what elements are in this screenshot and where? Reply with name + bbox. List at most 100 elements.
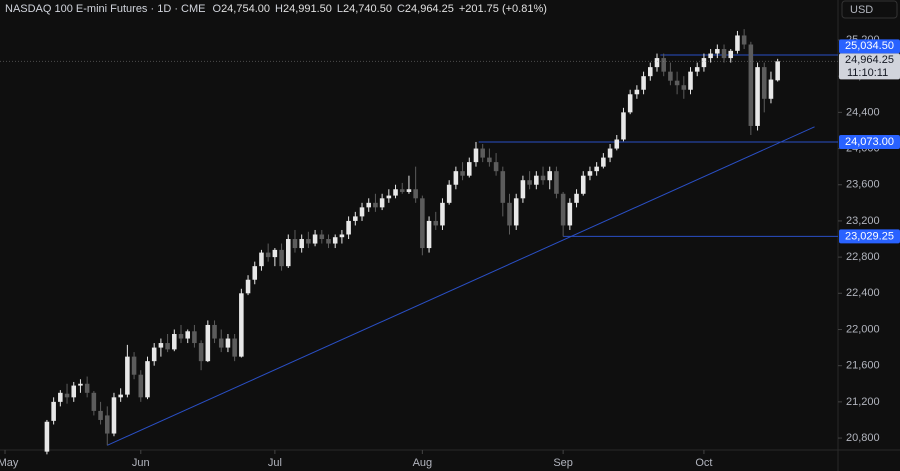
candle-body [527, 180, 532, 185]
candle-body [480, 148, 485, 158]
candle-body [433, 220, 439, 226]
candle-body [708, 53, 713, 59]
candle-body [728, 50, 734, 59]
candle-body [446, 184, 452, 203]
candle-body [453, 171, 459, 185]
candle-body [332, 237, 338, 244]
candle-body [265, 252, 271, 258]
candle-body [292, 239, 298, 249]
candle-body [239, 293, 244, 357]
candle-body [554, 171, 559, 194]
candle-body [587, 171, 593, 176]
candle-body [420, 198, 425, 249]
candle-body [64, 393, 70, 398]
candle-body [326, 239, 331, 244]
candle-body [574, 193, 579, 203]
x-tick-label: Jul [268, 457, 282, 469]
header-title: NASDAQ 100 E-mini Futures · 1D · CME O24,… [5, 3, 547, 15]
x-tick-label: May [0, 457, 19, 469]
x-tick-label: Jun [132, 457, 150, 469]
y-tick-label: 24,400 [846, 106, 880, 118]
candle-body [44, 421, 50, 452]
candle-body [500, 171, 506, 203]
candle-body [205, 324, 211, 362]
candle-body [299, 239, 304, 249]
hline-label-box [839, 134, 900, 149]
ohlc-value: 24,740.50 [343, 3, 392, 15]
candle-body [225, 338, 231, 348]
candle-body [91, 392, 97, 411]
candle-body [285, 239, 291, 267]
y-tick-label: 23,600 [846, 179, 880, 191]
candle-body [346, 220, 351, 235]
hline-label-box [839, 229, 900, 244]
x-tick-label: Aug [413, 457, 433, 469]
ohlc-key: C [397, 3, 405, 15]
price-label-box [839, 53, 900, 80]
candle-body [607, 148, 613, 158]
candle-body [232, 338, 237, 357]
candle-body [279, 249, 284, 267]
candle-body [520, 180, 526, 199]
candle-body [373, 202, 378, 208]
ohlc-key: O [213, 3, 222, 15]
x-tick-label: Oct [695, 457, 712, 469]
candle-body [534, 175, 539, 185]
candle-body [761, 67, 767, 99]
candle-body [198, 343, 204, 362]
candle-body [319, 234, 325, 240]
candle-body [694, 67, 700, 72]
hline-label-box [839, 39, 900, 54]
candle-body [353, 216, 358, 221]
candle-body [775, 61, 780, 81]
y-tick-label: 22,400 [846, 287, 880, 299]
candle-body [426, 220, 432, 249]
currency-box [841, 0, 898, 19]
candle-body [218, 338, 224, 348]
candle-body [741, 35, 747, 45]
candle-body [634, 89, 640, 95]
hline-label: 25,034.50 [845, 40, 894, 52]
candle-body [594, 166, 599, 172]
trendline [107, 126, 815, 446]
candle-body [768, 79, 774, 99]
candle-body [621, 112, 626, 140]
candle-body [252, 266, 258, 280]
candle-body [460, 171, 465, 176]
header: NASDAQ 100 E-mini Futures · 1D · CME O24,… [5, 3, 547, 15]
candle-body [674, 80, 680, 86]
candle-body [145, 361, 150, 398]
candle-body [487, 157, 492, 163]
candle-body [178, 334, 184, 339]
candle-body [715, 49, 720, 54]
candle-body [661, 58, 666, 72]
candle-body [735, 35, 740, 51]
candle-body [192, 331, 197, 344]
ohlc-value: 24,964.25 [405, 3, 454, 15]
candle-body [138, 374, 144, 398]
candle-body [339, 234, 345, 238]
candle-body [668, 71, 673, 81]
candle-body [399, 189, 405, 192]
candle-body [259, 252, 264, 267]
candle-body [601, 157, 606, 167]
candle-body [98, 410, 103, 420]
candle-body [507, 202, 512, 226]
change: +201.75 (+0.81%) [459, 3, 547, 15]
candle-body [386, 195, 392, 199]
candle-body [413, 189, 418, 199]
candle-body [165, 343, 170, 350]
candle-body [71, 385, 77, 398]
candle-body [212, 324, 217, 339]
candle-body [540, 175, 546, 181]
candle-body [513, 198, 519, 226]
candle-body [272, 249, 278, 258]
candle-body [185, 331, 190, 339]
candle-body [111, 397, 117, 434]
candle-body [721, 49, 727, 59]
y-tick-label: 23,200 [846, 215, 880, 227]
ohlc-value: 24,991.50 [283, 3, 332, 15]
candle-body [627, 94, 633, 113]
candle-body [84, 383, 90, 393]
